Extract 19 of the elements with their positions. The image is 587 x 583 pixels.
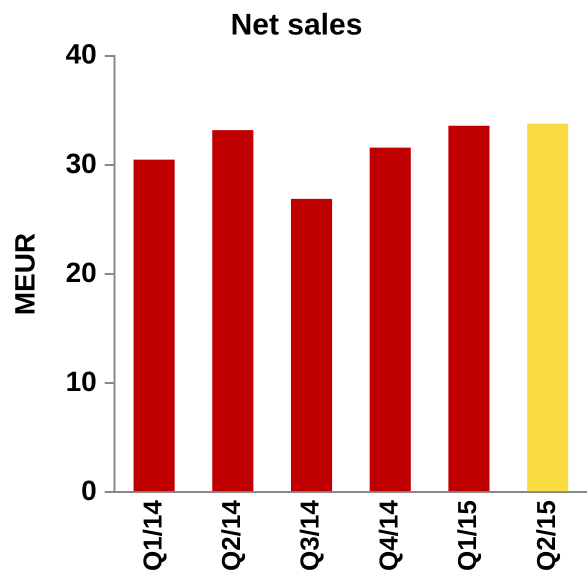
bar (290, 198, 332, 492)
y-tick-label: 20 (66, 256, 97, 288)
y-tick-label: 10 (66, 366, 97, 397)
y-tick-label: 40 (66, 38, 97, 70)
y-tick-label: 0 (81, 474, 97, 506)
x-tick-label: Q2/15 (530, 500, 561, 571)
y-tick-label: 30 (66, 148, 97, 179)
x-tick-label: Q4/14 (373, 500, 404, 571)
bar (134, 160, 175, 492)
bar (448, 126, 490, 492)
chart-title: Net sales (230, 8, 362, 42)
bar (527, 124, 568, 492)
bar (370, 148, 411, 492)
x-tick-label: Q1/14 (137, 500, 168, 571)
x-tick-label: Q2/14 (216, 500, 246, 571)
x-tick-label: Q3/14 (294, 500, 325, 571)
y-axis-title: MEUR (10, 232, 41, 316)
bar (212, 130, 254, 492)
x-tick-label: Q1/15 (452, 500, 482, 571)
